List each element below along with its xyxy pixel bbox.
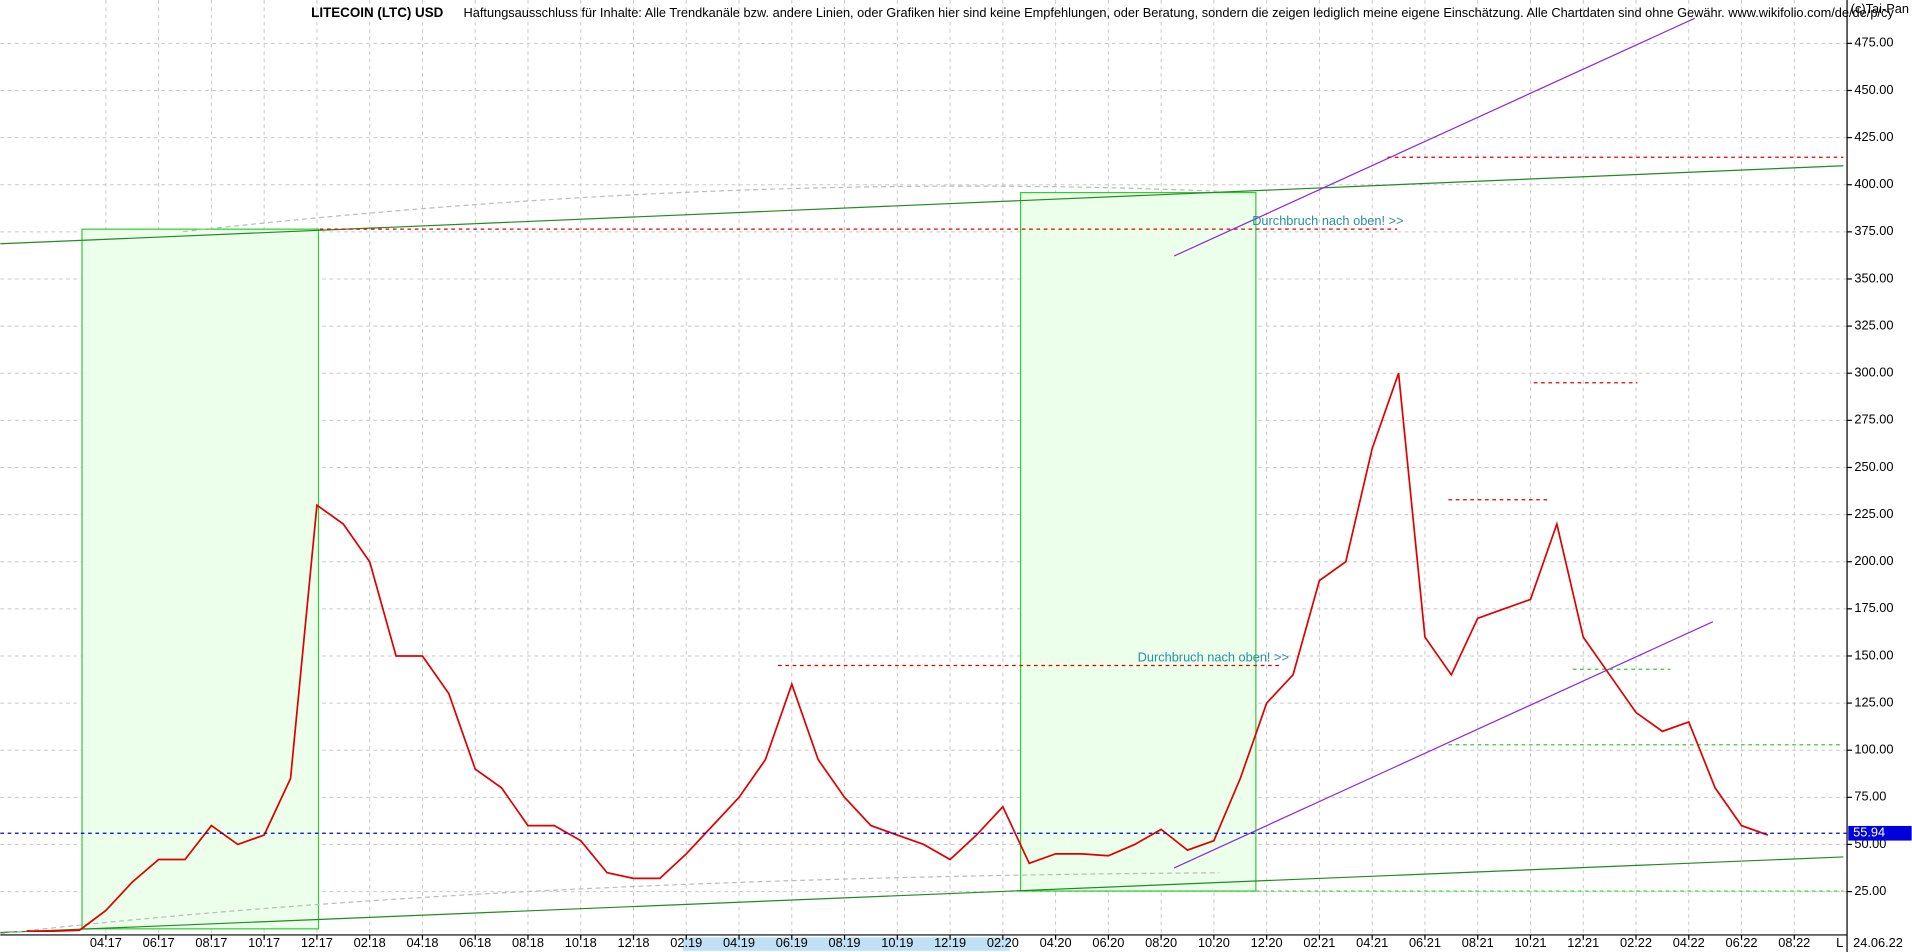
y-tick-label: 475.00	[1854, 35, 1893, 50]
scale-mode: L	[1836, 935, 1843, 950]
y-tick-label: 150.00	[1854, 647, 1893, 662]
x-tick-label: 06.20	[1092, 935, 1124, 950]
x-tick-label: 04.17	[90, 935, 122, 950]
trend-line	[1173, 621, 1714, 869]
last-label: 55.94	[1853, 825, 1885, 840]
levels	[1255, 668, 1844, 892]
x-tick-label: 08.22	[1778, 935, 1810, 950]
last-date: 24.06.22	[1853, 935, 1903, 950]
x-tick-label: 04.21	[1356, 935, 1388, 950]
y-tick-label: 225.00	[1854, 506, 1893, 521]
annotation: Durchbruch nach oben! >>	[1138, 650, 1289, 665]
x-tick-label: 10.19	[881, 935, 913, 950]
x-tick-label: 04.18	[406, 935, 438, 950]
zone	[1019, 191, 1257, 892]
x-tick-label: 12.20	[1251, 935, 1283, 950]
price-line	[26, 372, 1769, 933]
levels	[319, 156, 1844, 667]
x-tick-label: 02.21	[1303, 935, 1335, 950]
x-tick-label: 08.18	[512, 935, 544, 950]
x-tick-label: 12.19	[934, 935, 966, 950]
plot	[26, 372, 1769, 933]
annotation: Durchbruch nach oben! >>	[1252, 213, 1403, 228]
x-tick-label: 02.18	[354, 935, 386, 950]
x-tick-label: 10.18	[565, 935, 597, 950]
curve	[0, 872, 1220, 935]
source: (c)Tai-Pan	[1851, 1, 1909, 16]
y-tick-label: 400.00	[1854, 176, 1893, 191]
y-tick-label: 425.00	[1854, 129, 1893, 144]
x-tick-label: 08.17	[195, 935, 227, 950]
x-tick-label: 04.22	[1673, 935, 1705, 950]
x-tick-label: 02.19	[670, 935, 702, 950]
y-tick-label: 350.00	[1854, 270, 1893, 285]
trend-line	[1173, 17, 1695, 257]
x-tick-label: 04.20	[1040, 935, 1072, 950]
last-box	[1848, 825, 1912, 841]
x-tick-label: 06.19	[776, 935, 808, 950]
x-tick-label: 06.22	[1726, 935, 1758, 950]
x-tick-label: 06.18	[459, 935, 491, 950]
x-tick-label: 08.19	[829, 935, 861, 950]
y-tick-label: 175.00	[1854, 600, 1893, 615]
y-tick-label: 250.00	[1854, 459, 1893, 474]
y-tick-label: 300.00	[1854, 365, 1893, 380]
y-tick-label: 75.00	[1854, 789, 1886, 804]
x-tick-label: 12.18	[618, 935, 650, 950]
range-highlight	[682, 937, 1010, 951]
x-tick-label: 10.21	[1514, 935, 1546, 950]
x-tick-label: 10.20	[1198, 935, 1230, 950]
y-tick-label: 25.00	[1854, 883, 1886, 898]
y-tick-label: 200.00	[1854, 553, 1893, 568]
x-tick-label: 12.21	[1567, 935, 1599, 950]
y-tick-label: 275.00	[1854, 412, 1893, 427]
x-tick-label: 10.17	[248, 935, 280, 950]
x-tick-label: 06.17	[143, 935, 175, 950]
x-tick-label: 08.21	[1462, 935, 1494, 950]
y-tick-label: 325.00	[1854, 317, 1893, 332]
y-tick-label: 375.00	[1854, 223, 1893, 238]
trend-line	[0, 856, 1844, 934]
chart-title: LITECOIN (LTC) USD	[311, 5, 443, 20]
x-tick-label: 12.17	[301, 935, 333, 950]
zone	[81, 228, 320, 930]
x-tick-label: 08.20	[1145, 935, 1177, 950]
y-tick-label: 125.00	[1854, 694, 1893, 709]
x-tick-label: 04.19	[723, 935, 755, 950]
y-tick-label: 450.00	[1854, 82, 1893, 97]
trend-line	[0, 165, 1844, 245]
x-tick-label: 02.20	[987, 935, 1019, 950]
subtitle: Haftungsausschluss für Inhalte: Alle Tre…	[464, 5, 1895, 20]
x-tick-label: 02.22	[1620, 935, 1652, 950]
y-tick-label: 100.00	[1854, 742, 1893, 757]
x-tick-label: 06.21	[1409, 935, 1441, 950]
